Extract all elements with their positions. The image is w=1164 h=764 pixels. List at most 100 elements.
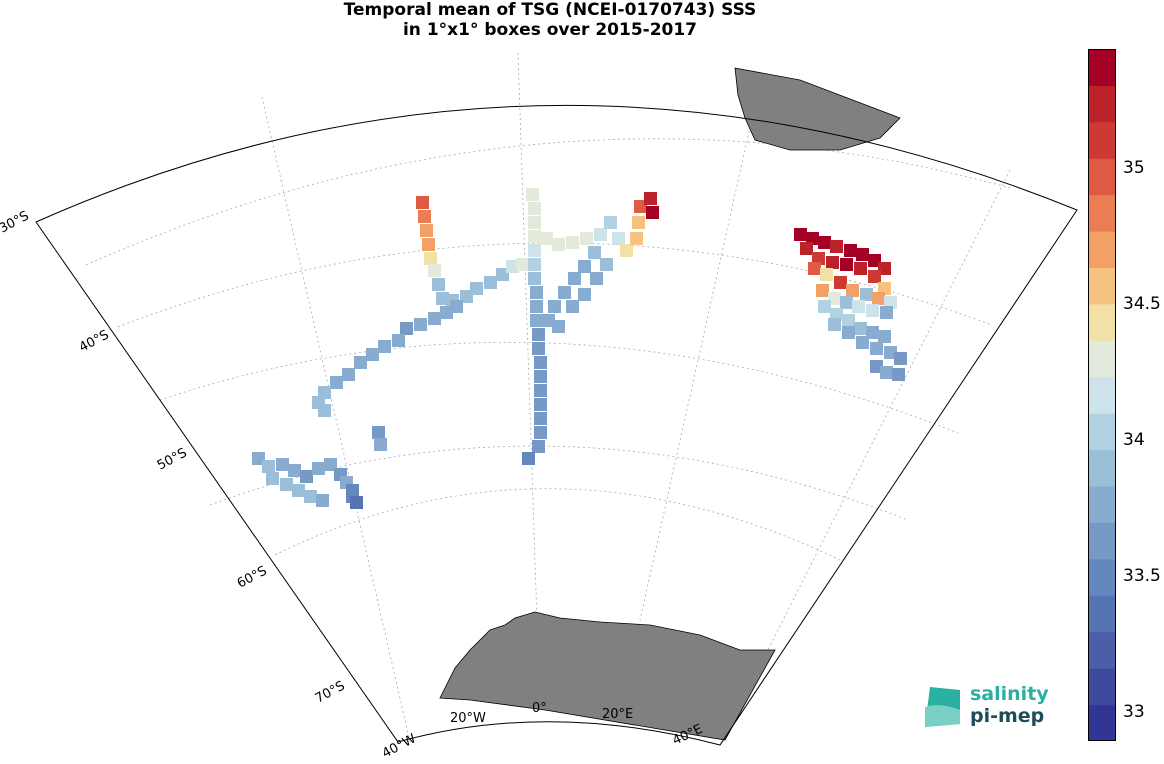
sss-box (354, 356, 367, 369)
title-line-1: Temporal mean of TSG (NCEI-0170743) SSS (343, 0, 757, 20)
sss-box (436, 292, 449, 305)
map-frame (35, 105, 1078, 746)
sss-box (530, 314, 543, 327)
sss-box (578, 288, 591, 301)
sss-box (816, 284, 829, 297)
sss-box (600, 258, 613, 271)
sss-box (266, 472, 279, 485)
colorbar-swatch (1088, 303, 1116, 341)
sss-box (292, 484, 305, 497)
sss-box (552, 320, 565, 333)
sss-box (418, 210, 431, 223)
pimep-logo-icon (925, 687, 960, 727)
sss-box (870, 342, 883, 355)
sss-box (530, 300, 543, 313)
colorbar-swatch (1088, 631, 1116, 669)
sss-box (428, 312, 441, 325)
colorbar-tick-33: 33 (1123, 702, 1145, 722)
sss-box (844, 244, 857, 257)
sss-box (366, 348, 379, 361)
sss-box (568, 272, 581, 285)
lon-label-40w: 40°W (380, 731, 419, 761)
sss-box (894, 352, 907, 365)
sss-box (324, 458, 337, 471)
sss-box (632, 216, 645, 229)
colorbar-swatch (1088, 376, 1116, 414)
sss-box (378, 340, 391, 353)
colorbar-swatch (1088, 449, 1116, 487)
sss-box (868, 254, 881, 267)
sss-box (880, 306, 893, 319)
lat-label-30s: 30°S (0, 209, 32, 237)
sss-box (534, 370, 547, 383)
sss-box (620, 244, 633, 257)
sss-box (526, 188, 539, 201)
sss-box (288, 464, 301, 477)
colorbar-tick-34: 34 (1123, 430, 1145, 450)
africa-landmass (734, 67, 901, 151)
lon-label-20w: 20°W (450, 711, 486, 726)
sss-box (878, 330, 891, 343)
logo-pimep: pi-mep (970, 705, 1045, 727)
colorbar-tick-34-5: 34.5 (1123, 294, 1161, 314)
sss-box (644, 192, 657, 205)
sss-box (852, 300, 865, 313)
sss-box (532, 342, 545, 355)
sss-box (840, 258, 853, 271)
sss-box (812, 252, 825, 265)
sss-box (276, 458, 289, 471)
colorbar-swatch (1088, 121, 1116, 159)
sss-box (612, 232, 625, 245)
sss-box (604, 216, 617, 229)
sss-box (528, 244, 541, 257)
sss-box (532, 440, 545, 453)
sss-box (316, 494, 329, 507)
sss-box (808, 262, 821, 275)
sss-box (534, 398, 547, 411)
sss-box (450, 300, 463, 313)
sss-box (856, 336, 869, 349)
colorbar-swatch (1088, 668, 1116, 706)
sss-box (470, 282, 483, 295)
sss-box (532, 328, 545, 341)
sss-box (828, 292, 841, 305)
sss-box (884, 346, 897, 359)
sss-box (484, 276, 497, 289)
sss-box (578, 260, 591, 273)
sss-box (342, 368, 355, 381)
sss-box (318, 386, 331, 399)
colorbar-tick-35: 35 (1123, 158, 1145, 178)
sss-box (372, 426, 385, 439)
sss-data-boxes (252, 188, 907, 509)
sss-box (880, 366, 893, 379)
sss-box (870, 360, 883, 373)
sss-box (312, 462, 325, 475)
logo-salinity: salinity (970, 683, 1049, 705)
sss-box (588, 246, 601, 259)
colorbar-swatch (1088, 231, 1116, 269)
antarctica-landmass (439, 611, 776, 741)
sss-box (552, 238, 565, 251)
sss-box (422, 238, 435, 251)
sss-box (304, 490, 317, 503)
sss-box (820, 268, 833, 281)
sss-box (840, 296, 853, 309)
sss-box (416, 196, 429, 209)
sss-box (860, 288, 873, 301)
sss-box (330, 376, 343, 389)
sss-box (496, 268, 509, 281)
sss-box (374, 438, 387, 451)
lat-label-60s: 60°S (235, 564, 270, 592)
map-title: Temporal mean of TSG (NCEI-0170743) SSS … (0, 0, 1100, 40)
colorbar-swatch (1088, 158, 1116, 196)
colorbar-swatch (1088, 704, 1116, 741)
sss-box (528, 258, 541, 271)
sss-box (846, 284, 859, 297)
sss-box (528, 202, 541, 215)
sss-box (794, 228, 807, 241)
sss-box (566, 300, 579, 313)
sss-box (866, 304, 879, 317)
colorbar-swatch (1088, 194, 1116, 232)
sss-box (830, 240, 843, 253)
sss-box (534, 356, 547, 369)
